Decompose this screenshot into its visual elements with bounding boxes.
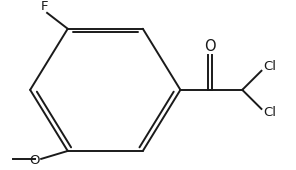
Text: F: F: [41, 0, 49, 13]
Text: O: O: [29, 154, 40, 167]
Text: Cl: Cl: [263, 60, 276, 73]
Text: Cl: Cl: [263, 106, 276, 119]
Text: O: O: [204, 39, 216, 54]
